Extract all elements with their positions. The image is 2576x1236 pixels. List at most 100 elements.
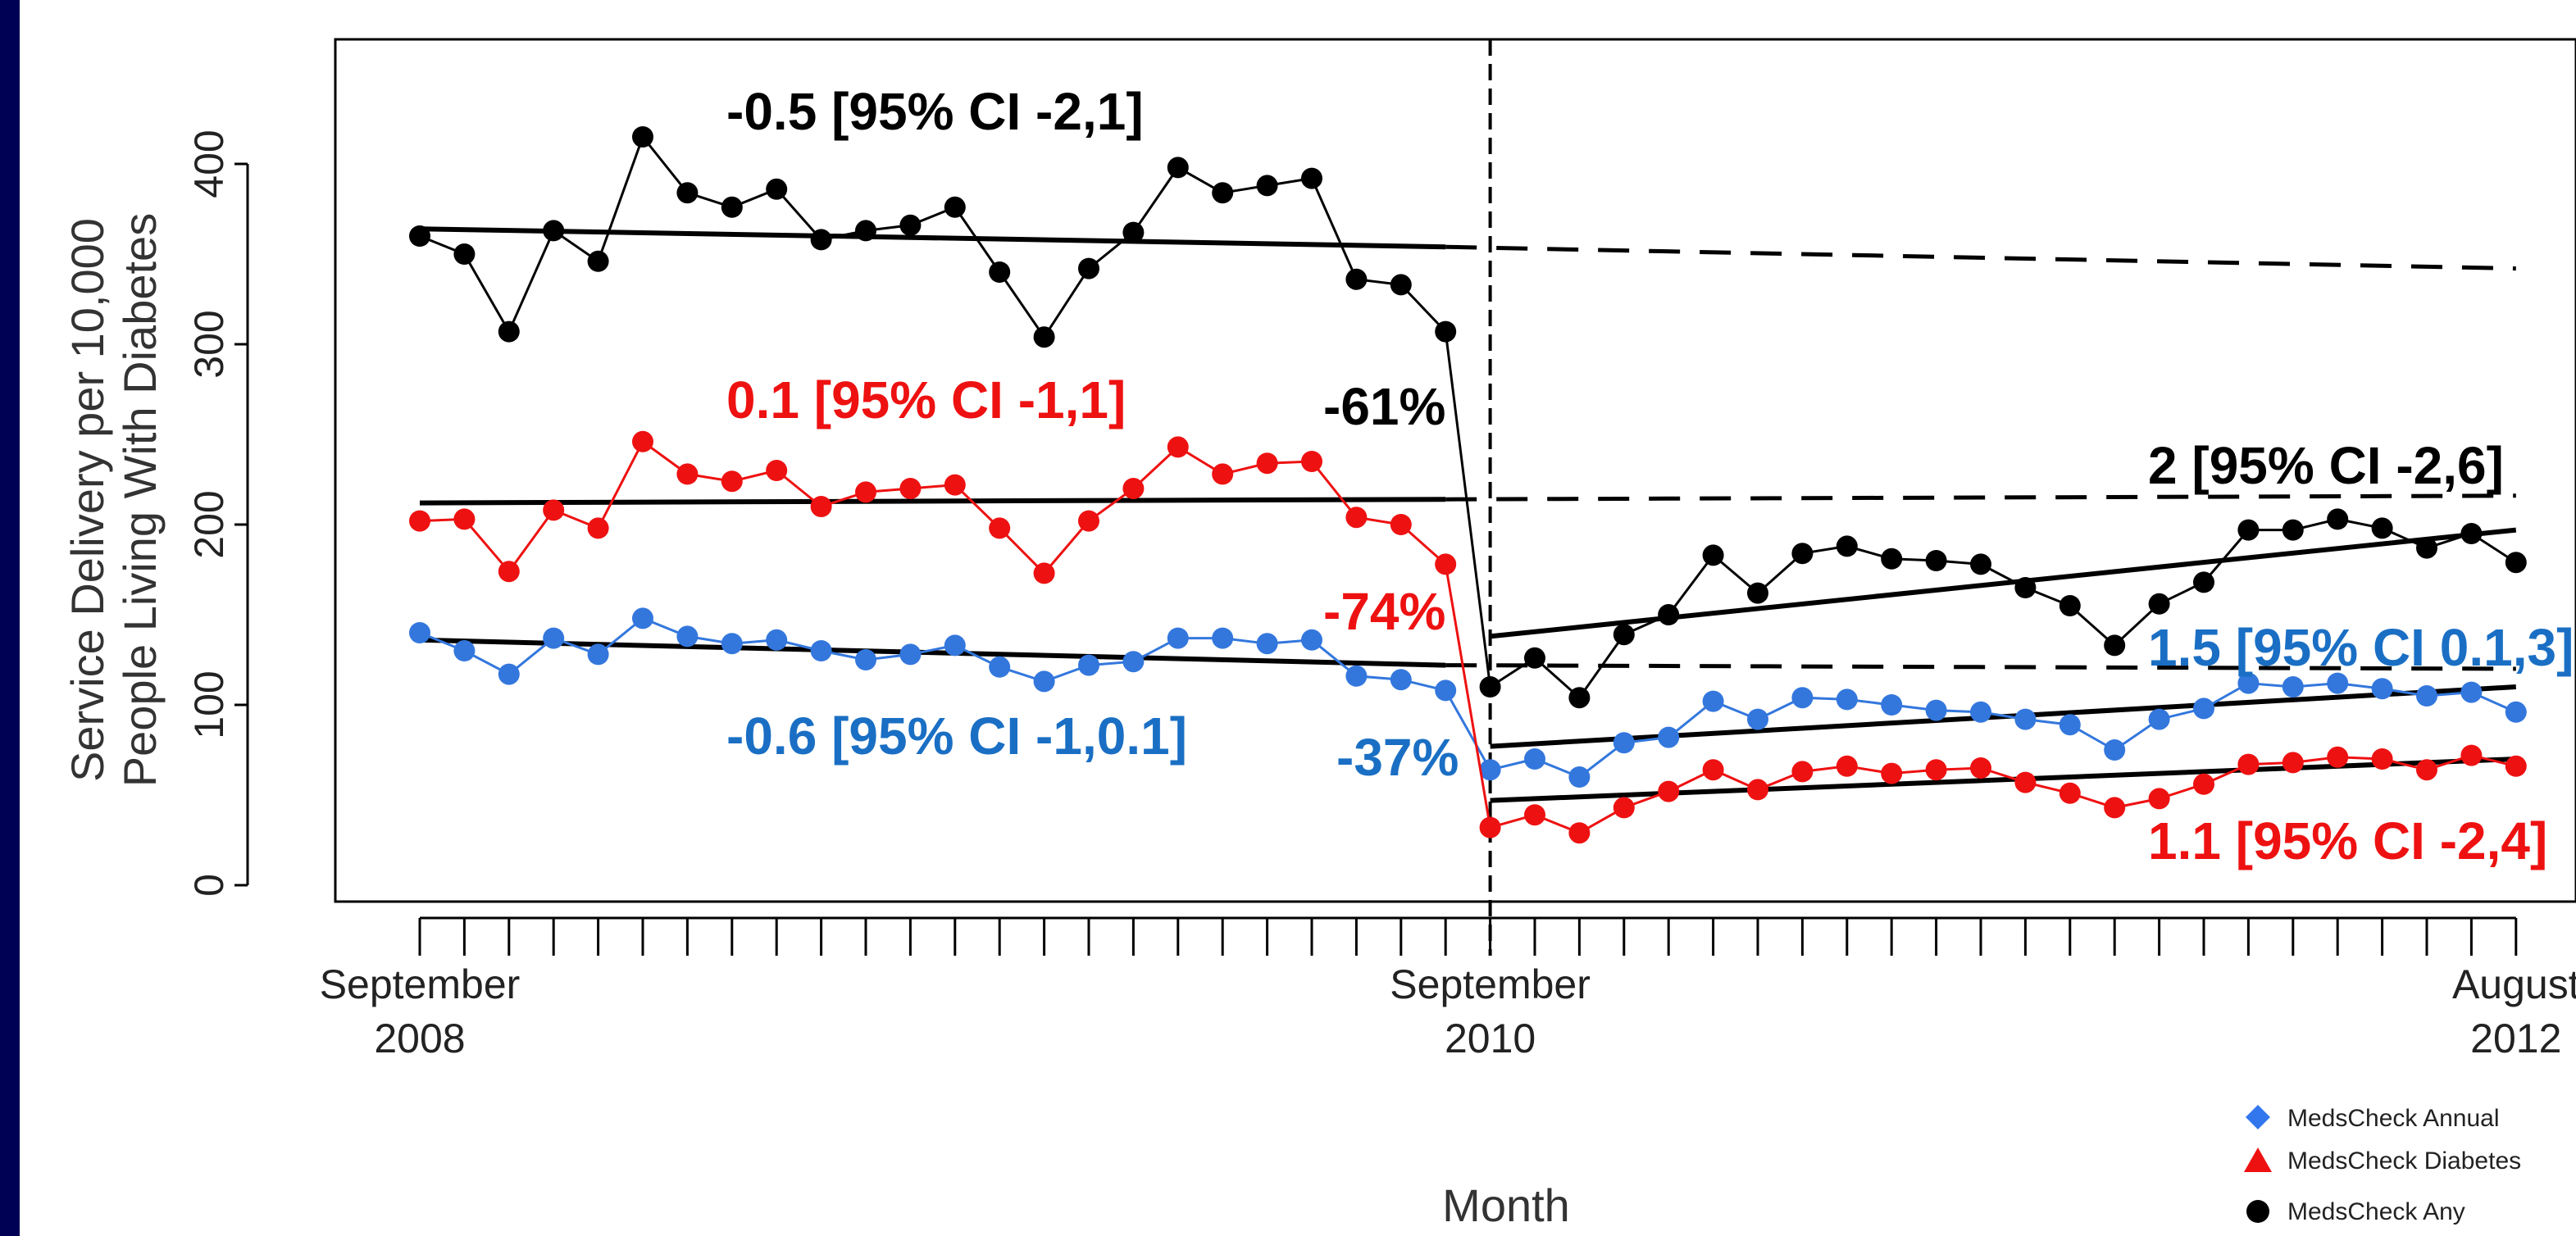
- data-point: [1881, 548, 1902, 570]
- data-point: [811, 496, 832, 517]
- data-point: [453, 640, 475, 661]
- data-point: [2505, 552, 2527, 573]
- legend-triangle-marker: [2244, 1147, 2272, 1172]
- data-point: [1970, 553, 1991, 575]
- data-point: [855, 649, 876, 670]
- data-point: [944, 634, 966, 656]
- data-point: [2460, 682, 2482, 703]
- data-point: [1257, 452, 1278, 474]
- data-point: [721, 470, 743, 492]
- data-point: [1658, 604, 1679, 625]
- data-point: [2193, 698, 2214, 719]
- data-point: [1926, 550, 1947, 571]
- annotation-label: 1.5 [95% CI 0.1,3]: [2148, 618, 2574, 677]
- data-point: [1390, 514, 1412, 535]
- data-point: [1747, 709, 1768, 730]
- counterfactual-line: [1445, 247, 2516, 268]
- annotation-label: -61%: [1323, 377, 1445, 436]
- data-point: [1970, 757, 1991, 779]
- data-point: [1122, 478, 1144, 499]
- data-point: [2059, 783, 2081, 804]
- data-point: [811, 640, 832, 661]
- data-point: [1524, 748, 1545, 770]
- data-point: [1703, 544, 1724, 566]
- legend-circle-marker: [2246, 1200, 2269, 1223]
- data-point: [2104, 739, 2125, 761]
- pre-trend-line: [420, 640, 1445, 666]
- data-point: [2149, 788, 2170, 809]
- data-point: [989, 261, 1010, 283]
- data-point: [1926, 759, 1947, 780]
- legend-label-any: MedsCheck Any: [2287, 1198, 2465, 1225]
- y-tick-label: 300: [186, 310, 232, 378]
- data-point: [2104, 797, 2125, 818]
- counterfactual-line: [1445, 496, 2516, 499]
- data-point: [498, 664, 520, 685]
- y-tick-label: 100: [186, 670, 232, 738]
- data-point: [1212, 463, 1233, 484]
- data-point: [899, 643, 921, 665]
- data-point: [1613, 797, 1635, 818]
- data-point: [766, 460, 787, 481]
- data-point: [2372, 678, 2393, 699]
- data-point: [1435, 553, 1456, 575]
- data-point: [2372, 748, 2393, 770]
- data-point: [1836, 535, 1858, 557]
- chart-area: 0 100 200 300 400 September 2008 September 2010 A…: [20, 0, 2576, 1236]
- data-point: [588, 643, 609, 665]
- data-point: [1435, 321, 1456, 343]
- data-point: [453, 508, 475, 529]
- data-point: [989, 517, 1010, 538]
- data-point: [409, 622, 430, 643]
- data-point: [811, 229, 832, 250]
- annotation-label: 2 [95% CI -2,6]: [2148, 436, 2504, 495]
- data-point: [676, 625, 698, 647]
- data-point: [2505, 702, 2527, 723]
- data-point: [766, 629, 787, 651]
- data-point: [498, 321, 520, 343]
- data-point: [1257, 633, 1278, 654]
- data-point: [855, 220, 876, 241]
- y-axis-title-line2: People Living With Diabetes: [114, 213, 166, 787]
- data-point: [498, 561, 520, 582]
- data-point: [1970, 702, 1991, 723]
- data-point: [2059, 595, 2081, 616]
- data-point: [1034, 670, 1055, 692]
- data-point: [676, 182, 698, 203]
- annotation-label: -37%: [1336, 728, 1459, 787]
- data-point: [899, 478, 921, 499]
- data-point: [1836, 688, 1858, 710]
- data-point: [1257, 175, 1278, 196]
- x-tick-label-year: 2010: [1445, 1016, 1536, 1061]
- data-point: [1658, 727, 1679, 748]
- data-point: [1747, 779, 1768, 800]
- data-point: [543, 628, 564, 649]
- data-point: [543, 220, 564, 241]
- data-point: [1078, 655, 1099, 676]
- data-point: [1301, 629, 1322, 651]
- data-point: [1122, 222, 1144, 243]
- y-axis-title-line1: Service Delivery per 10,000: [61, 218, 113, 782]
- data-point: [588, 251, 609, 272]
- data-point: [1078, 511, 1099, 532]
- data-point: [2327, 747, 2348, 768]
- data-point: [2505, 756, 2527, 777]
- data-point: [1345, 507, 1367, 528]
- data-point: [2014, 772, 2036, 793]
- data-point: [1122, 651, 1144, 672]
- legend: MedsCheck Annual MedsCheck Diabetes Meds…: [2244, 1105, 2521, 1225]
- data-point: [2416, 538, 2437, 559]
- data-point: [1480, 817, 1501, 838]
- data-point: [2237, 754, 2259, 775]
- data-point: [1524, 804, 1545, 825]
- data-point: [2282, 676, 2304, 698]
- data-point: [1524, 648, 1545, 669]
- data-point: [1747, 583, 1768, 604]
- x-tick-label-month: September: [320, 961, 521, 1007]
- data-point: [1212, 628, 1233, 649]
- data-point: [1301, 451, 1322, 472]
- data-point: [2014, 577, 2036, 598]
- data-point: [1167, 628, 1189, 649]
- data-point: [1167, 436, 1189, 457]
- data-point: [676, 463, 698, 484]
